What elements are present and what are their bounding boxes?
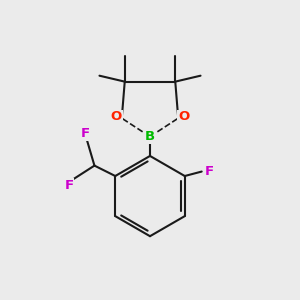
Text: O: O bbox=[111, 110, 122, 123]
Text: F: F bbox=[64, 179, 74, 192]
Text: F: F bbox=[81, 127, 90, 140]
Text: F: F bbox=[205, 165, 214, 178]
Text: O: O bbox=[178, 110, 189, 123]
Text: B: B bbox=[145, 130, 155, 143]
